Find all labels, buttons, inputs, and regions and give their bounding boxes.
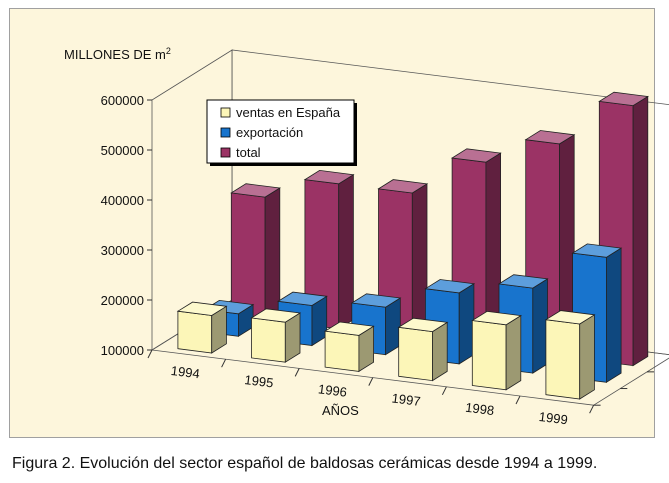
legend-swatch-ventas [220,107,231,118]
bar-top [230,183,281,198]
bar-top [524,130,576,145]
x-tick-mark [221,358,227,368]
bar-front [545,319,581,400]
bar-ventas-1999 [544,310,596,400]
x-tick-mark [147,349,153,359]
bar-top [176,301,228,316]
x-tick-label: 1999 [538,409,569,427]
y-tick-label: 100000 [101,343,144,358]
x-tick-label: 1998 [464,400,495,418]
bar-side [632,95,649,367]
bar-side [411,183,428,339]
bar-ventas-1994 [176,301,228,354]
chart-bars [176,91,649,400]
bar-front [230,192,266,321]
bar-side [532,278,548,374]
bar-front [251,317,286,363]
bar-top [471,310,522,326]
legend-label-ventas: ventas en España [236,105,341,120]
x-tick-mark [294,368,300,377]
bar-top [303,169,355,185]
bar-side [458,282,475,365]
bar-top [571,243,623,258]
x-tick-label: 1997 [391,391,422,409]
x-tick-mark [515,395,521,405]
figure-caption: Figura 2. Evolución del sector español d… [12,455,598,472]
bar-front [471,320,507,391]
x-tick-mark [441,386,447,396]
bar-side [606,247,622,384]
legend-label-total: total [236,145,261,160]
bar-ventas-1997 [397,317,449,382]
bar-side [432,321,448,382]
legend-box [206,99,355,164]
bar-top [323,321,375,336]
bar-top [277,291,328,306]
bar-top [450,148,502,163]
bar-side [264,187,281,321]
bar-ventas-1998 [471,310,522,391]
legend-swatch-exportacion [220,127,231,138]
legend-swatch-total [220,147,231,158]
bar-top [350,293,402,308]
y-tick-label: 400000 [101,193,144,208]
y-tick-label: 200000 [101,293,144,308]
y-tick-label: 300000 [101,243,144,258]
bar-side [385,297,401,356]
bar-ventas-1995 [250,308,302,363]
bar-total-1994 [230,183,281,321]
y-tick-label: 500000 [101,143,144,158]
y-tick-label: 600000 [101,93,144,108]
bar-ventas-1996 [323,321,375,373]
bar-side [579,314,595,400]
y-axis: 100000 200000 300000 400000 500000 600000 [101,93,152,358]
x-tick-label: 1994 [170,363,201,381]
bar-front [398,326,433,382]
bar-top [424,279,476,294]
x-tick-label: 1996 [317,381,348,399]
legend: ventas en España exportación total [206,99,357,166]
bar-top [377,179,429,194]
bar-top [497,274,549,289]
bar-front [324,330,360,372]
legend-label-exportacion: exportación [236,125,303,140]
x-axis: 1994 1995 1996 1997 1998 1999 [147,349,654,427]
bar-front [177,310,213,354]
x-tick-label: 1995 [244,372,275,390]
bar-side [505,314,522,391]
bar-side [338,173,354,330]
y-axis-label: MILLONES DE m2 [64,46,171,62]
bar-top [397,317,449,333]
x-tick-mark [368,377,374,386]
bar-total-1995 [303,169,355,330]
x-tick-mark [589,404,595,414]
x-axis-label: AÑOS [322,403,359,418]
bar-top [544,310,596,325]
bar-top [250,308,302,323]
bar-top [598,91,649,107]
